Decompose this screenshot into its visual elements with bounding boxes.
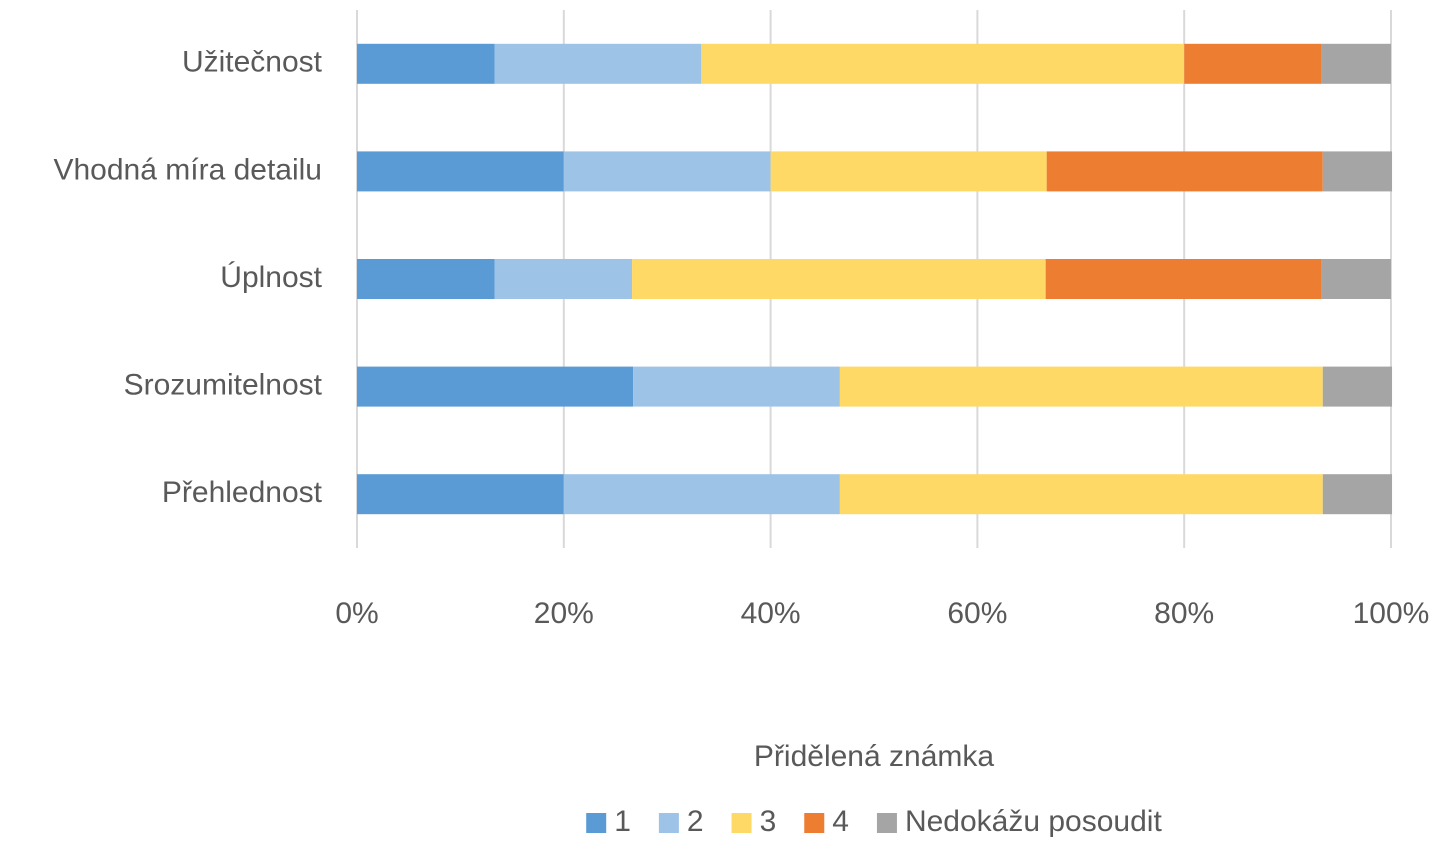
bar-segment [839,366,1323,407]
y-tick-label: Vhodná míra detailu [53,153,322,186]
legend-label: 4 [832,805,849,838]
legend-label: 1 [614,805,631,838]
bar-segment [357,151,564,192]
legend-title: Přidělená známka [754,740,994,773]
x-tick-label: 20% [534,597,594,630]
bar-segment [770,151,1047,192]
bar-segment [1322,151,1393,192]
y-tick-label: Přehlednost [162,476,323,509]
bar-segment [632,259,1046,299]
x-tick-label: 80% [1154,597,1214,630]
y-tick-label: Úplnost [220,261,322,294]
bar-segment [1045,259,1322,299]
x-tick-label: 40% [741,597,801,630]
bar-segment [1046,151,1323,192]
bar-segment [357,474,564,515]
legend-swatch [586,813,607,833]
bar-segment [633,366,840,407]
legend-swatch [804,813,825,833]
y-tick-label: Užitečnost [182,46,323,79]
legend-swatch [876,813,897,833]
bar-segment [357,259,495,299]
bar-segment [1322,366,1393,407]
bar-segment [494,43,702,84]
bar-segment [357,43,495,84]
y-tick-label: Srozumitelnost [124,369,323,402]
bar-segment [1321,43,1391,84]
bar-segment [701,43,1185,84]
bar-segment [563,474,840,515]
legend-label: 3 [760,805,777,838]
x-tick-label: 60% [947,597,1007,630]
bar-segment [1321,259,1391,299]
legend-label: Nedokážu posoudit [905,805,1163,838]
x-tick-label: 100% [1353,597,1430,630]
bar-segment [563,151,771,192]
bar-segment [1322,474,1393,515]
legend-swatch [658,813,679,833]
bar-segment [357,366,634,407]
x-tick-label: 0% [335,597,378,630]
legend-swatch [731,813,752,833]
legend-label: 2 [687,805,704,838]
bar-segment [494,259,633,299]
bar-segment [1184,43,1322,84]
bar-segment [839,474,1323,515]
